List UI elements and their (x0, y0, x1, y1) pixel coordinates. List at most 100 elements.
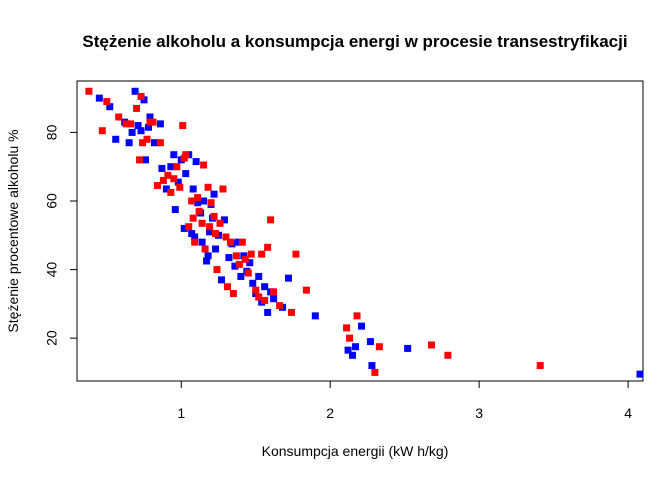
data-point (270, 295, 278, 303)
data-point (200, 197, 208, 205)
y-tick-label: 40 (44, 262, 60, 278)
data-point (189, 214, 197, 222)
data-point (212, 230, 220, 238)
data-point (150, 139, 158, 147)
data-point (167, 163, 175, 171)
data-point (153, 182, 161, 190)
data-point (174, 178, 182, 186)
data-point (173, 163, 181, 171)
data-point (220, 216, 228, 224)
data-point (188, 197, 196, 205)
x-axis-label: Konsumpcja energii (kW h/kg) (262, 443, 449, 459)
data-point (139, 139, 147, 147)
data-point (246, 259, 254, 267)
data-point (194, 199, 202, 207)
data-point (131, 87, 139, 95)
data-point (158, 164, 166, 172)
data-point (143, 135, 151, 143)
data-point (255, 293, 263, 301)
data-point (195, 207, 203, 215)
data-point (234, 238, 242, 246)
series-1 (85, 87, 544, 376)
data-point (349, 351, 357, 359)
data-point (149, 118, 157, 126)
data-point (311, 312, 319, 320)
data-point (137, 92, 145, 100)
data-point (213, 266, 221, 274)
data-point (204, 252, 212, 260)
data-point (198, 238, 206, 246)
data-point (206, 223, 214, 231)
data-point (185, 223, 193, 231)
data-point (247, 250, 255, 258)
data-point (182, 170, 190, 178)
data-point (142, 156, 150, 164)
data-point (198, 219, 206, 227)
data-point (357, 322, 365, 330)
data-point (368, 362, 376, 370)
data-point (200, 161, 208, 169)
data-point (210, 212, 218, 220)
data-point (156, 139, 164, 147)
data-point (404, 344, 412, 352)
data-point (207, 199, 215, 207)
data-point (179, 122, 187, 130)
data-point (353, 312, 361, 320)
data-point (427, 341, 435, 349)
data-point (252, 286, 260, 294)
data-point (292, 250, 300, 258)
data-point (636, 370, 644, 378)
data-point (258, 250, 266, 258)
data-point (180, 224, 188, 232)
x-tick-label: 2 (326, 405, 334, 421)
data-point (352, 343, 360, 351)
data-point (194, 194, 202, 202)
data-point (127, 120, 135, 128)
data-point (144, 123, 152, 131)
data-point (217, 276, 225, 284)
data-point (264, 308, 272, 316)
data-point (375, 343, 383, 351)
data-point (85, 87, 93, 95)
data-point (249, 279, 257, 287)
data-point (134, 122, 142, 130)
data-point (444, 351, 452, 359)
series-0 (95, 87, 644, 378)
data-point (270, 288, 278, 296)
data-point (366, 338, 374, 346)
data-point (125, 139, 133, 147)
data-point (235, 260, 243, 268)
data-point (201, 245, 209, 253)
data-point (189, 185, 197, 193)
data-point (223, 283, 231, 291)
data-point (146, 113, 154, 121)
data-point (95, 94, 103, 102)
data-point (106, 103, 114, 111)
data-point (232, 252, 240, 260)
data-point (156, 120, 164, 128)
data-point (244, 269, 252, 277)
y-axis: 20 40 60 80 (44, 124, 78, 346)
data-point (170, 151, 178, 159)
data-point (204, 183, 212, 191)
y-tick-label: 60 (44, 193, 60, 209)
data-point (222, 233, 230, 241)
data-point (276, 302, 284, 310)
data-point (264, 243, 272, 251)
data-point (255, 272, 263, 280)
data-point (216, 219, 224, 227)
data-point (182, 151, 190, 159)
x-tick-label: 4 (624, 405, 632, 421)
data-point (371, 368, 379, 376)
data-point (231, 262, 239, 270)
data-point (287, 308, 295, 316)
data-point (261, 283, 269, 291)
data-point (164, 171, 172, 179)
data-point (238, 238, 246, 246)
data-point (162, 185, 170, 193)
data-point (98, 127, 106, 135)
data-point (122, 120, 130, 128)
x-tick-label: 1 (177, 405, 185, 421)
data-point (219, 185, 227, 193)
